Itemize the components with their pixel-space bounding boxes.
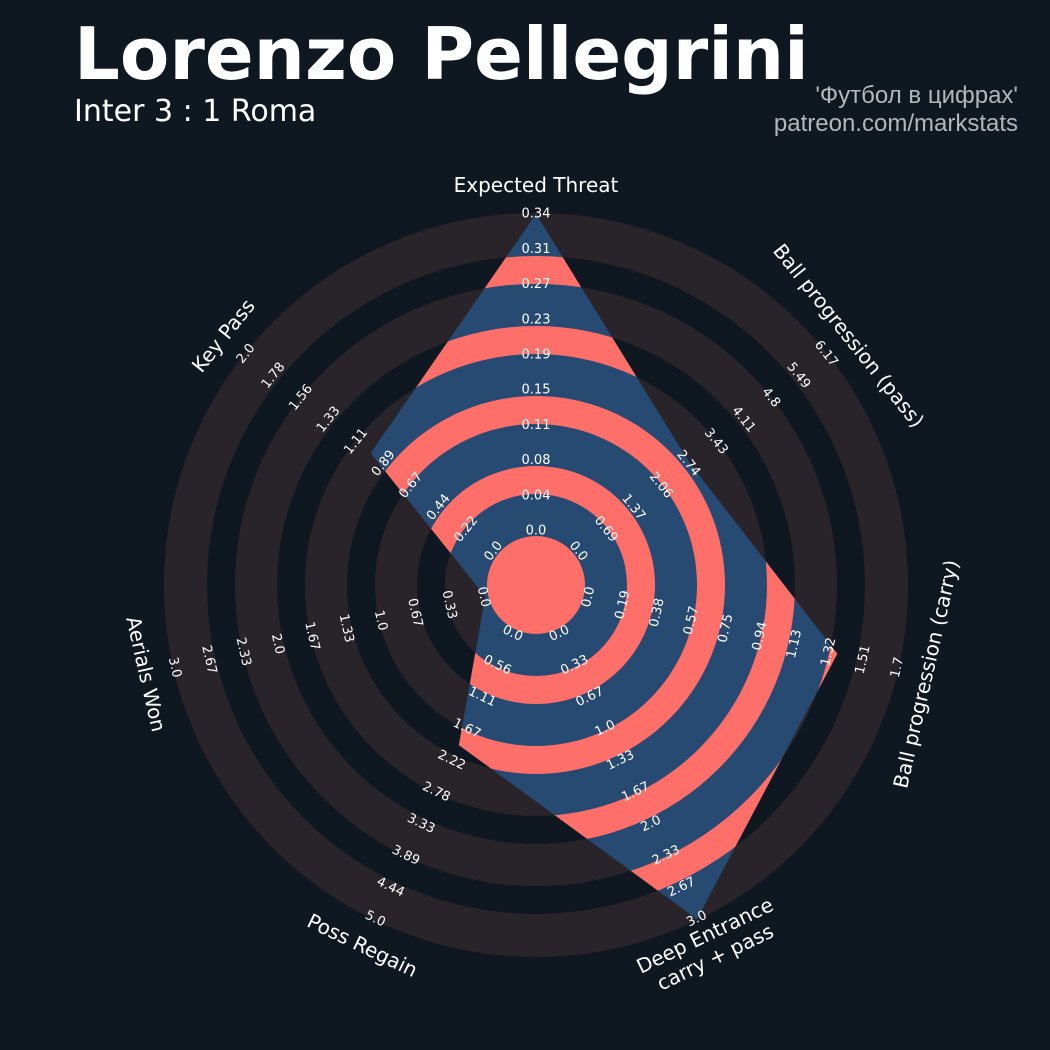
- tick-label: 0.0: [526, 524, 547, 539]
- tick-label: 0.31: [522, 242, 551, 257]
- tick-label: 0.34: [522, 207, 551, 222]
- tick-label: 0.0: [474, 585, 493, 609]
- tick-label: 0.19: [612, 589, 633, 621]
- tick-label: 1.13: [784, 628, 805, 660]
- credit-channel: 'Футбол в цифрах': [815, 82, 1018, 109]
- match-score-subtitle: Inter 3 : 1 Roma: [74, 94, 317, 129]
- tick-label: 0.11: [522, 418, 551, 433]
- tick-label: 2.0: [268, 632, 287, 656]
- tick-label: 1.32: [818, 636, 839, 668]
- tick-label: 0.38: [647, 597, 668, 629]
- tick-label: 0.57: [681, 605, 702, 637]
- tick-label: 0.23: [522, 312, 551, 327]
- tick-label: 0.04: [522, 488, 551, 503]
- tick-label: 1.0: [371, 609, 390, 633]
- tick-label: 1.33: [336, 613, 357, 645]
- tick-label: 2.33: [233, 636, 254, 668]
- tick-label: 0.19: [522, 348, 551, 363]
- tick-label: 1.51: [853, 644, 874, 676]
- tick-label: 0.75: [715, 613, 736, 645]
- tick-label: 1.7: [888, 656, 907, 680]
- axis-label: Aerials Won: [121, 614, 171, 734]
- tick-label: 3.0: [165, 656, 184, 680]
- tick-label: 0.94: [750, 620, 771, 652]
- axis-label: Expected Threat: [454, 173, 619, 197]
- polygon-alt-bands: [370, 256, 838, 914]
- tick-label: 1.67: [301, 620, 322, 652]
- tick-label: 0.0: [579, 585, 598, 609]
- tick-label: 0.33: [439, 589, 460, 621]
- tick-label: 2.67: [198, 644, 219, 676]
- tick-label: 0.67: [404, 597, 425, 629]
- tick-label: 0.15: [522, 383, 551, 398]
- tick-label: 0.27: [522, 277, 551, 292]
- credit-patreon: patreon.com/markstats: [773, 110, 1018, 137]
- tick-label: 0.08: [522, 453, 551, 468]
- player-name-title: Lorenzo Pellegrini: [74, 12, 809, 96]
- polygon-alt-band: [487, 536, 585, 634]
